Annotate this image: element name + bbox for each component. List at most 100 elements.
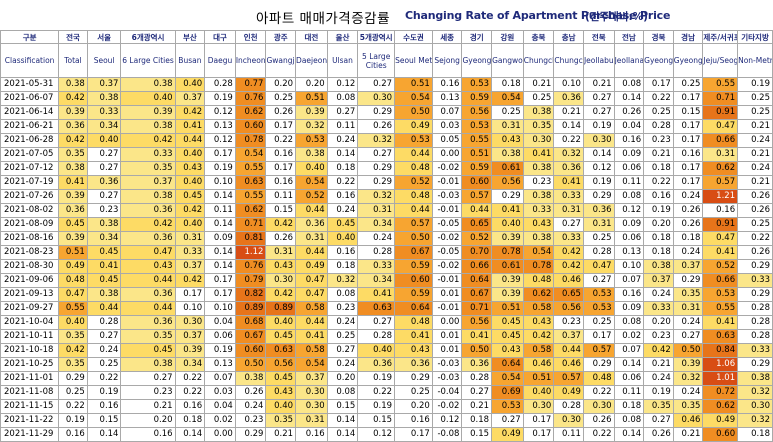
- row-date: 2021-11-08: [0, 385, 60, 400]
- cell-value: 0.49: [394, 119, 433, 134]
- cell-value: 0.61: [491, 259, 524, 274]
- cell-value: 0.25: [672, 77, 704, 92]
- cell-value: 0.29: [357, 161, 396, 176]
- cell-value: 0.33: [174, 245, 206, 260]
- cell-value: 0.28: [582, 245, 615, 260]
- cell-value: 0.54: [522, 245, 555, 260]
- cell-value: 0.43: [491, 343, 524, 358]
- cell-value: 0.68: [234, 315, 267, 330]
- cell-value: 0.25: [326, 329, 359, 344]
- cell-value: 0.55: [461, 133, 493, 148]
- cell-value: 0.66: [461, 259, 493, 274]
- cell-value: 0.25: [522, 91, 555, 106]
- cell-value: 0.63: [265, 343, 297, 358]
- cell-value: 0.50: [234, 357, 267, 372]
- cell-value: 0.37: [120, 175, 176, 190]
- cell-value: 0.26: [737, 189, 773, 204]
- row-date: 2021-08-16: [0, 231, 60, 246]
- cell-value: 0.27: [357, 147, 396, 162]
- row-date: 2021-09-13: [0, 287, 60, 302]
- cell-value: 0.17: [672, 91, 704, 106]
- header-korean-7: 광주: [265, 30, 297, 44]
- cell-value: 0.09: [204, 231, 236, 246]
- cell-value: 0.45: [326, 217, 359, 232]
- cell-value: 0.25: [394, 385, 433, 400]
- cell-value: 0.16: [613, 133, 645, 148]
- cell-value: 0.46: [553, 357, 584, 372]
- cell-value: 0.38: [234, 371, 267, 386]
- cell-value: 0.33: [553, 231, 584, 246]
- cell-value: 0.38: [86, 287, 122, 302]
- cell-value: 0.14: [613, 427, 645, 442]
- cell-value: 0.63: [357, 301, 396, 316]
- cell-value: 0.18: [672, 231, 704, 246]
- cell-value: 0.55: [702, 77, 739, 92]
- header-korean-5: 대구: [204, 30, 236, 44]
- cell-value: 0.41: [58, 175, 88, 190]
- header-english-19: Gyeongsangbuk-do: [643, 43, 674, 78]
- cell-value: 0.45: [58, 217, 88, 232]
- cell-value: 0.08: [326, 91, 359, 106]
- cell-value: 0.36: [58, 119, 88, 134]
- cell-value: 0.37: [174, 259, 206, 274]
- cell-value: 0.18: [326, 161, 359, 176]
- cell-value: 0.36: [120, 231, 176, 246]
- cell-value: 0.14: [204, 259, 236, 274]
- table-row: 2021-08-16 0.39 0.34 0.36 0.31 0.09 0.81 0.26 0.…: [0, 231, 773, 246]
- cell-value: 0.21: [737, 119, 773, 134]
- cell-value: 0.19: [357, 399, 396, 414]
- cell-value: 0.22: [357, 385, 396, 400]
- cell-value: 0.16: [672, 147, 704, 162]
- cell-value: 0.14: [613, 91, 645, 106]
- cell-value: 0.29: [582, 357, 615, 372]
- header-korean-14: 강원: [491, 30, 524, 44]
- cell-value: 0.08: [326, 385, 359, 400]
- row-date: 2021-07-12: [0, 161, 60, 176]
- cell-value: 0.23: [643, 329, 674, 344]
- cell-value: 0.36: [58, 203, 88, 218]
- cell-value: 0.16: [265, 147, 297, 162]
- cell-value: 0.21: [737, 175, 773, 190]
- title-unit: (전주대비:%): [585, 11, 648, 23]
- cell-value: 0.19: [204, 343, 236, 358]
- cell-value: 0.08: [613, 77, 645, 92]
- cell-value: 0.53: [582, 287, 615, 302]
- cell-value: 0.27: [582, 273, 615, 288]
- cell-value: 0.39: [174, 343, 206, 358]
- cell-value: 0.46: [553, 273, 584, 288]
- cell-value: 0.01: [431, 329, 463, 344]
- cell-value: 0.18: [326, 259, 359, 274]
- cell-value: 0.19: [737, 77, 773, 92]
- cell-value: 0.10: [204, 301, 236, 316]
- cell-value: 0.40: [174, 77, 206, 92]
- cell-value: 0.57: [702, 175, 739, 190]
- cell-value: 0.47: [120, 245, 176, 260]
- cell-value: 0.31: [357, 203, 396, 218]
- cell-value: 0.01: [431, 343, 463, 358]
- cell-value: 0.45: [265, 371, 297, 386]
- cell-value: 0.13: [431, 91, 463, 106]
- cell-value: 0.41: [461, 329, 493, 344]
- row-date: 2021-08-23: [0, 245, 60, 260]
- cell-value: 0.27: [582, 91, 615, 106]
- cell-value: 0.36: [120, 287, 176, 302]
- cell-value: 0.37: [174, 91, 206, 106]
- cell-value: 0.11: [613, 385, 645, 400]
- cell-value: 0.56: [461, 315, 493, 330]
- cell-value: 0.03: [204, 385, 236, 400]
- cell-value: 0.32: [672, 371, 704, 386]
- table-row: 2021-07-19 0.41 0.36 0.37 0.40 0.10 0.63 0.16 0.…: [0, 175, 773, 190]
- cell-value: 0.44: [295, 315, 328, 330]
- cell-value: 0.38: [120, 357, 176, 372]
- cell-value: 0.52: [461, 231, 493, 246]
- cell-value: 0.54: [491, 371, 524, 386]
- cell-value: 0.69: [491, 385, 524, 400]
- cell-value: 0.29: [357, 175, 396, 190]
- cell-value: 0.27: [357, 77, 396, 92]
- row-date: 2021-07-26: [0, 189, 60, 204]
- cell-value: 0.31: [553, 203, 584, 218]
- cell-value: 0.54: [295, 357, 328, 372]
- table-row: 2021-11-15 0.22 0.16 0.21 0.16 0.04 0.24 0.40 0.…: [0, 399, 773, 414]
- cell-value: 0.42: [174, 105, 206, 120]
- cell-value: 0.51: [522, 371, 555, 386]
